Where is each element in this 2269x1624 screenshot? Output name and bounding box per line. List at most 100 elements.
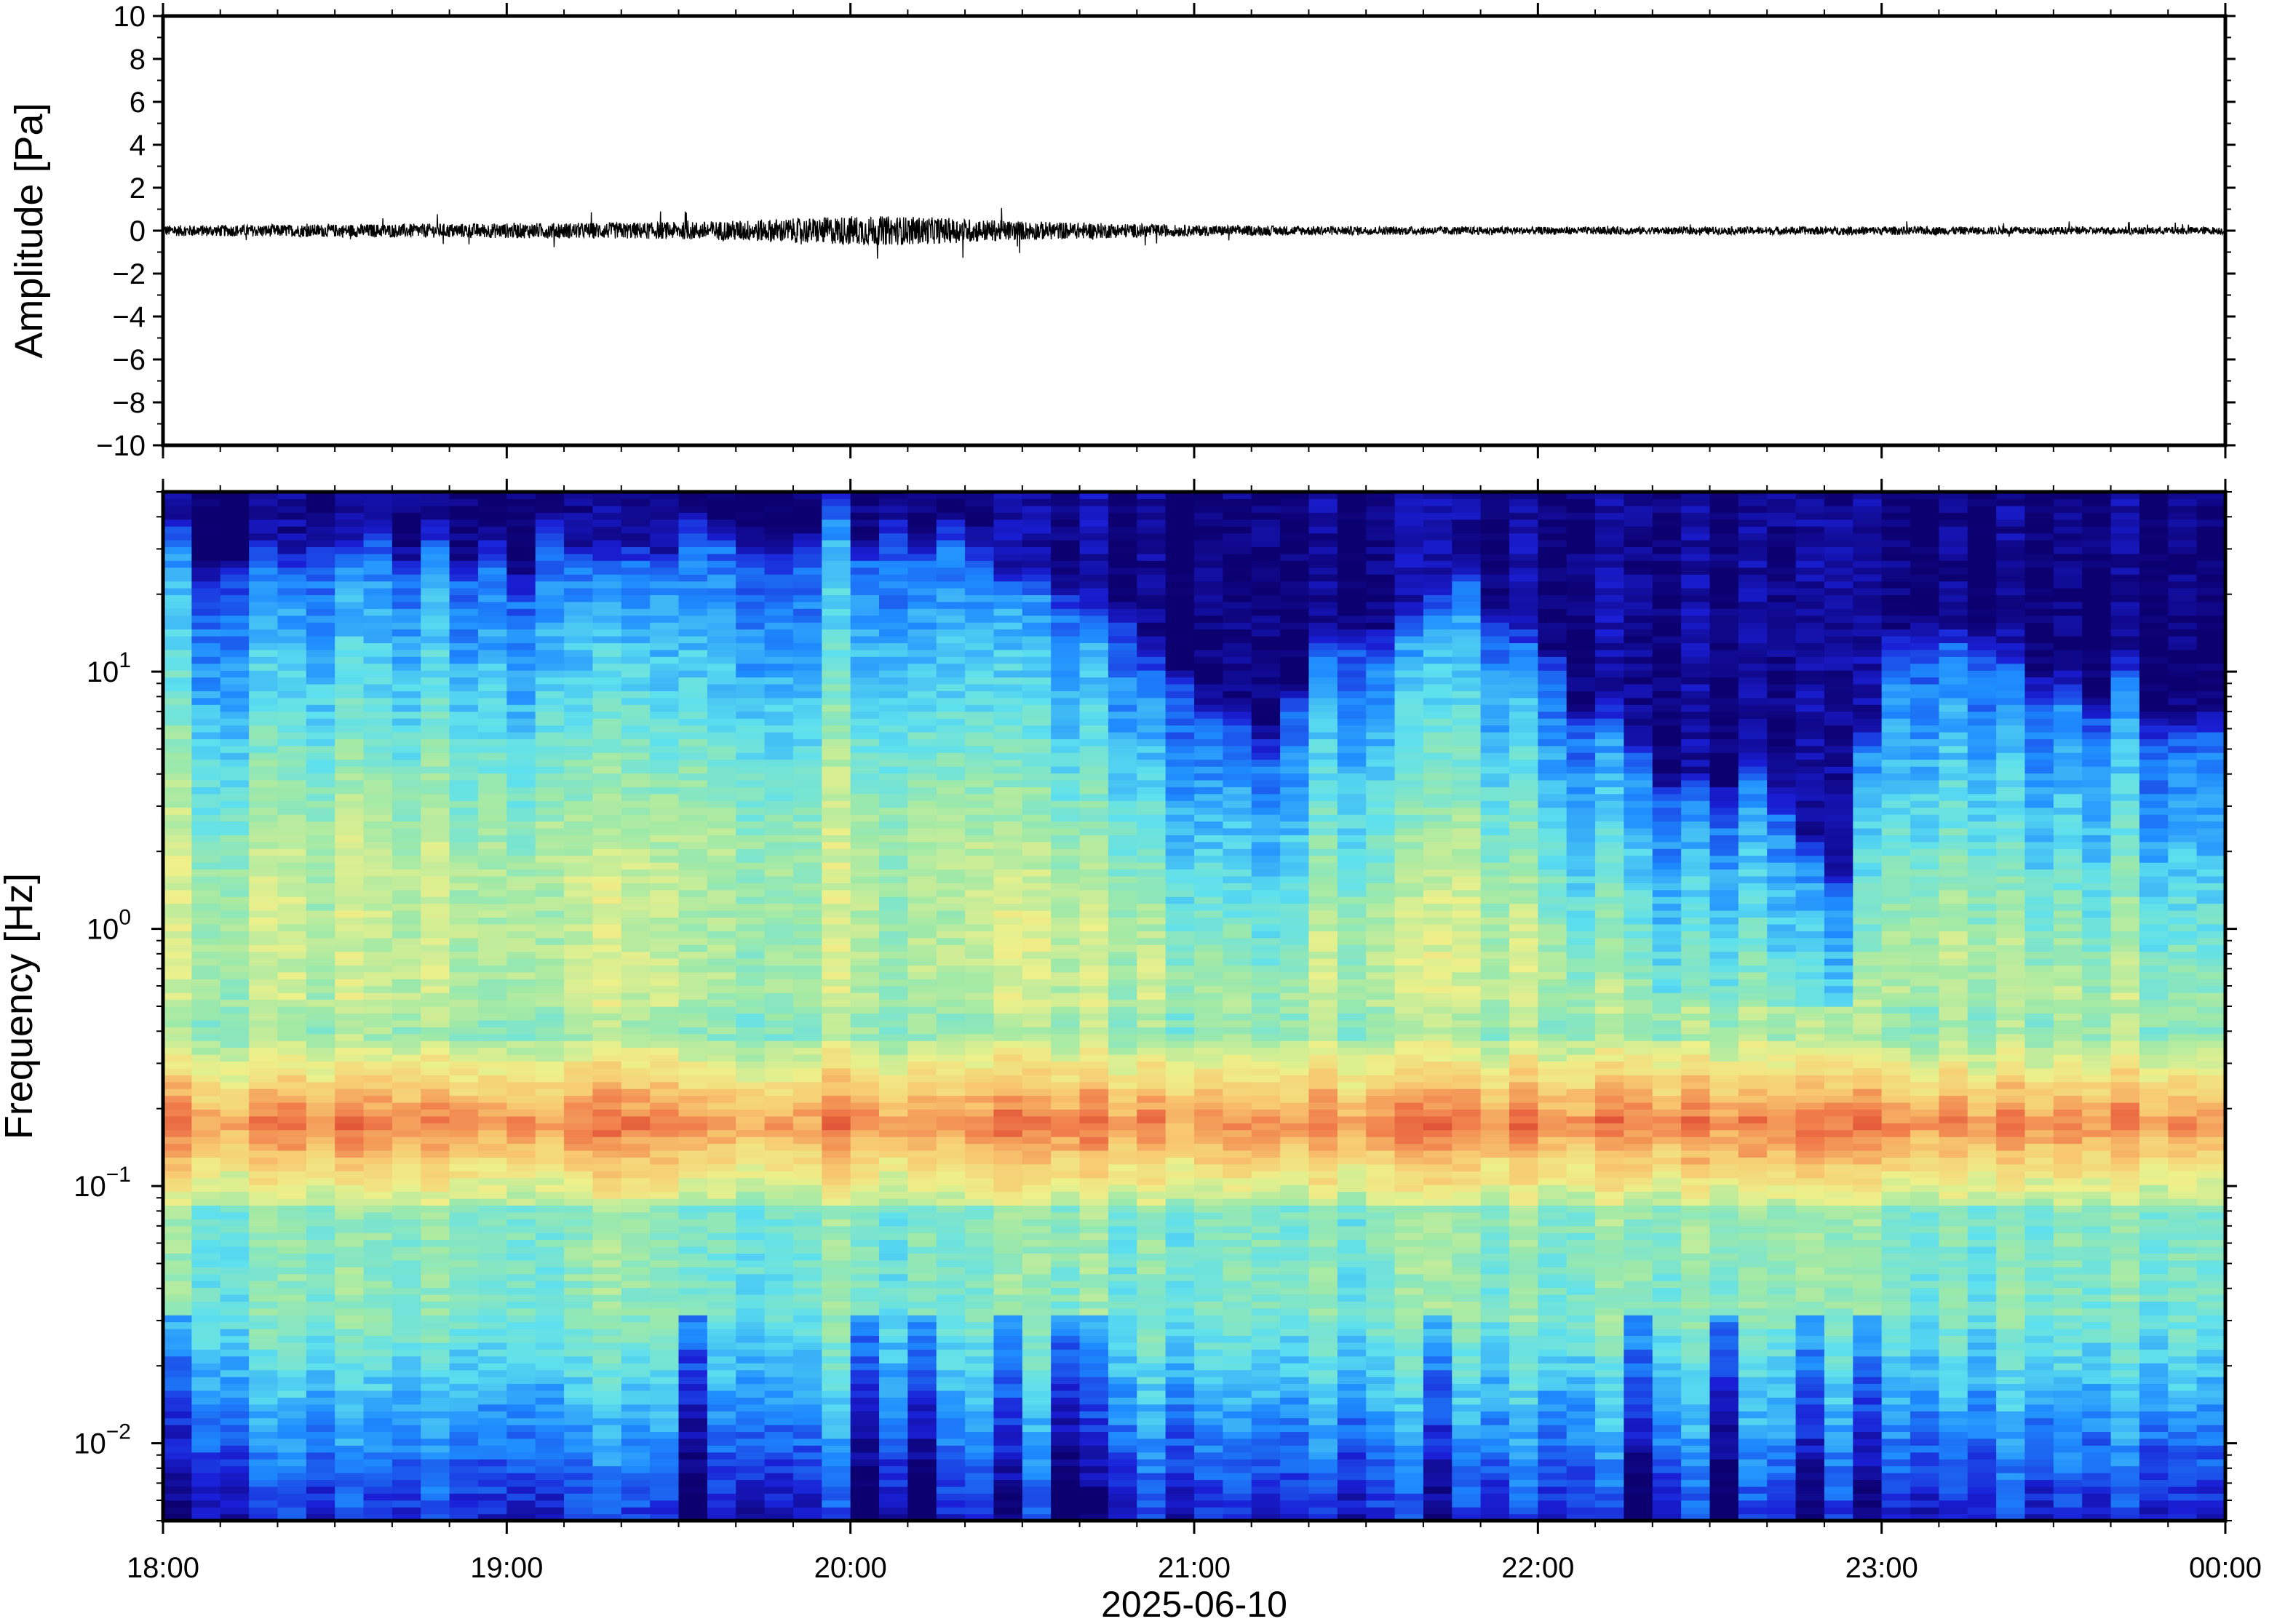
spectrogram-cell (850, 896, 880, 904)
spectrogram-cell (1022, 1397, 1052, 1405)
spectrogram-cell (907, 670, 937, 678)
spectrogram-cell (965, 1150, 995, 1158)
spectrogram-cell (191, 1431, 221, 1439)
spectrogram-cell (993, 526, 1023, 534)
spectrogram-cell (965, 841, 995, 849)
spectrogram-cell (907, 1233, 937, 1241)
spectrogram-cell (936, 1287, 966, 1295)
spectrogram-cell (277, 539, 307, 548)
spectrogram-cell (335, 1040, 365, 1048)
spectrogram-cell (335, 711, 365, 719)
spectrogram-cell (1051, 1253, 1081, 1261)
spectrogram-cell (1051, 704, 1081, 712)
spectrogram-cell (220, 1479, 250, 1487)
spectrogram-cell (678, 656, 708, 664)
spectrogram-cell (535, 1459, 565, 1467)
spectrogram-cell (936, 766, 966, 774)
spectrogram-cell (1051, 1143, 1081, 1151)
spectrogram-cell (678, 608, 708, 616)
spectrogram-cell (678, 1342, 708, 1350)
spectrogram-cell (535, 1267, 565, 1275)
spectrogram-cell (1079, 1445, 1109, 1453)
spectrogram-cell (477, 848, 507, 856)
spectrogram-cell (477, 917, 507, 925)
spectrogram-cell (277, 622, 307, 630)
spectrogram-cell (792, 1479, 822, 1487)
spectrogram-cell (220, 574, 250, 582)
spectrogram-cell (936, 1363, 966, 1371)
spectrogram-cell (764, 1411, 794, 1419)
spectrogram-cell (850, 697, 880, 705)
spectrogram-cell (993, 745, 1023, 753)
spectrogram-cell (392, 1198, 421, 1206)
spectrogram-cell (306, 1315, 335, 1323)
spectrogram-cell (277, 1157, 307, 1165)
spectrogram-cell (621, 999, 651, 1007)
spectrogram-cell (392, 1123, 421, 1131)
spectrogram-cell (506, 1507, 536, 1515)
spectrogram-cell (191, 1253, 221, 1261)
spectrogram-cell (736, 1431, 766, 1439)
spectrogram-cell (249, 1479, 279, 1487)
spectrogram-cell (822, 1061, 851, 1069)
spectrogram-cell (506, 896, 536, 904)
spectrogram-cell (621, 1081, 651, 1089)
spectrogram-cell (1022, 492, 1052, 500)
spectrogram-cell (421, 574, 450, 582)
spectrogram-cell (363, 677, 393, 685)
spectrogram-cell (850, 779, 880, 787)
spectrogram-cell (1051, 1431, 1081, 1439)
spectrogram-cell (1022, 1281, 1052, 1289)
spectrogram-cell (965, 979, 995, 987)
spectrogram-cell (449, 608, 479, 616)
spectrogram-cell (277, 1500, 307, 1508)
spectrogram-cell (306, 1137, 335, 1145)
spectrogram-cell (220, 1363, 250, 1371)
spectrogram-cell (764, 883, 794, 891)
waveform-y-tick-label: −4 (112, 301, 146, 333)
spectrogram-cell (1022, 1287, 1052, 1295)
spectrogram-cell (363, 903, 393, 911)
spectrogram-cell (1079, 1225, 1109, 1233)
spectrogram-cell (191, 1095, 221, 1103)
spectrogram-cell (535, 1356, 565, 1364)
spectrogram-cell (421, 622, 450, 630)
spectrogram-cell (191, 539, 221, 548)
spectrogram-cell (792, 759, 822, 767)
spectrogram-cell (220, 1459, 250, 1467)
spectrogram-cell (421, 1315, 450, 1323)
spectrogram-cell (191, 944, 221, 952)
spectrogram-cell (792, 649, 822, 657)
spectrogram-cell (1051, 1061, 1081, 1069)
spectrogram-cell (650, 923, 680, 931)
spectrogram-cell (535, 1225, 565, 1233)
spectrogram-cell (822, 533, 851, 541)
spectrogram-cell (191, 1239, 221, 1247)
spectrogram-cell (163, 745, 192, 753)
spectrogram-cell (822, 923, 851, 931)
spectrogram-cell (564, 1239, 594, 1247)
spectrogram-cell (736, 560, 766, 568)
spectrogram-cell (707, 1445, 736, 1453)
spectrogram-cell (850, 848, 880, 856)
spectrogram-cell (792, 1513, 822, 1521)
spectrogram-cell (535, 1349, 565, 1357)
spectrogram-cell (506, 512, 536, 520)
spectrogram-cell (879, 1123, 908, 1131)
spectrogram-cell (993, 766, 1023, 774)
spectrogram-cell (965, 683, 995, 691)
spectrogram-cell (535, 594, 565, 602)
spectrogram-cell (392, 793, 421, 801)
spectrogram-cell (163, 1205, 192, 1213)
spectrogram-cell (621, 1253, 651, 1261)
spectrogram-cell (363, 725, 393, 733)
spectrogram-cell (650, 560, 680, 568)
spectrogram-cell (306, 1246, 335, 1254)
spectrogram-cell (879, 1438, 908, 1446)
spectrogram-cell (277, 1040, 307, 1048)
spectrogram-cell (907, 1013, 937, 1021)
spectrogram-cell (421, 581, 450, 589)
spectrogram-cell (249, 1102, 279, 1110)
spectrogram-cell (392, 910, 421, 918)
spectrogram-cell (707, 1233, 736, 1241)
